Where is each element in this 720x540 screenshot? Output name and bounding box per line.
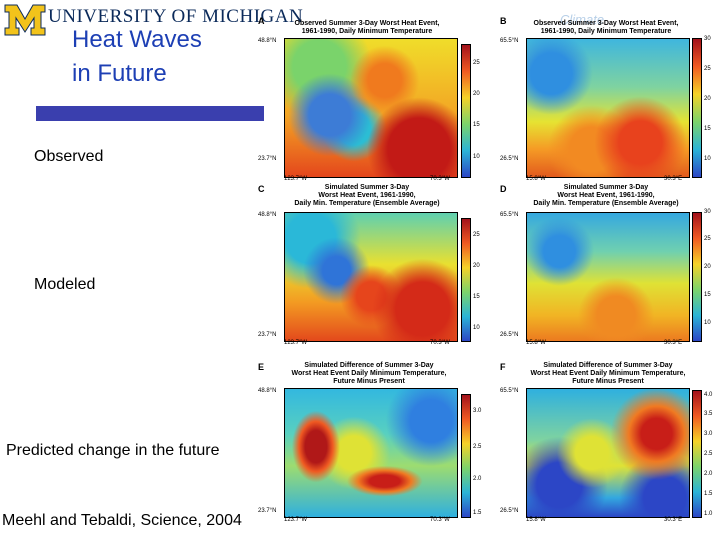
colorbar [461, 218, 471, 342]
colorbar-tick: 20 [704, 96, 711, 102]
colorbar-tick: 2.0 [473, 476, 482, 482]
colorbar-tick: 25 [473, 232, 480, 238]
colorbar-tick: 20 [473, 263, 480, 269]
lon-left-label: 15.8°W [526, 176, 546, 182]
panel-title: Simulated Difference of Summer 3-Day Wors… [530, 362, 686, 385]
colorbar-tick: 15 [473, 122, 480, 128]
colorbar-tick: 1.0 [704, 511, 713, 517]
colorbar-tick: 10 [704, 320, 711, 326]
row-label-predicted: Predicted change in the future [6, 442, 220, 459]
colorbar-tick: 10 [704, 156, 711, 162]
map-panel-d: D Simulated Summer 3-Day Worst Heat Event… [498, 182, 720, 350]
lat-bottom-label: 26.5°N [500, 332, 519, 338]
colorbar-tick: 10 [473, 325, 480, 331]
map-panel-e: E Simulated Difference of Summer 3-Day Wo… [258, 360, 498, 532]
title-divider-bar [36, 106, 264, 121]
heat-map-europe-observed [526, 38, 690, 178]
lat-bottom-label: 23.7°N [258, 508, 277, 514]
partial-header-tag: Climate [560, 12, 605, 27]
colorbar-tick: 3.5 [704, 411, 713, 417]
lon-right-label: 70.3°W [430, 340, 450, 346]
colorbar-tick: 25 [704, 236, 711, 242]
colorbar [692, 212, 702, 342]
lat-bottom-label: 23.7°N [258, 156, 277, 162]
heat-map-us-future-change [284, 388, 458, 518]
colorbar-tick: 25 [473, 60, 480, 66]
lon-right-label: 30.3°E [664, 517, 683, 523]
map-panel-b: B Observed Summer 3-Day Worst Heat Event… [498, 14, 720, 182]
lon-left-label: 123.7°W [284, 340, 308, 346]
colorbar-tick: 1.5 [473, 510, 482, 516]
colorbar-tick: 20 [473, 91, 480, 97]
panel-title: Simulated Summer 3-Day Worst Heat Event, … [533, 184, 679, 207]
lon-left-label: 123.7°W [284, 176, 308, 182]
colorbar-tick: 1.5 [704, 491, 713, 497]
colorbar-tick: 15 [704, 292, 711, 298]
colorbar-tick: 30 [704, 209, 711, 215]
colorbar-tick: 2.5 [473, 444, 482, 450]
lat-bottom-label: 26.5°N [500, 156, 519, 162]
colorbar [692, 390, 702, 518]
university-logo-text: UNIVERSITY OF MICHIGAN [48, 6, 304, 27]
colorbar-tick: 20 [704, 264, 711, 270]
heat-map-us-observed [284, 38, 458, 178]
lat-top-label: 48.8°N [258, 388, 277, 394]
panel-letter: D [500, 184, 507, 194]
colorbar-tick: 2.5 [704, 451, 713, 457]
colorbar-tick: 10 [473, 154, 480, 160]
colorbar-tick: 15 [704, 126, 711, 132]
lon-left-label: 15.8°W [526, 340, 546, 346]
map-panel-f: F Simulated Difference of Summer 3-Day Wo… [498, 360, 720, 532]
panel-letter: A [258, 16, 265, 26]
lon-right-label: 70.3°W [430, 176, 450, 182]
university-logo-m-icon [4, 4, 46, 36]
panel-title: Simulated Summer 3-Day Worst Heat Event, … [294, 184, 440, 207]
lon-right-label: 30.3°E [664, 340, 683, 346]
lat-top-label: 48.8°N [258, 212, 277, 218]
colorbar [692, 38, 702, 178]
panel-title: Observed Summer 3-Day Worst Heat Event, 1… [533, 20, 679, 35]
lat-bottom-label: 23.7°N [258, 332, 277, 338]
colorbar-tick: 4.0 [704, 392, 713, 398]
colorbar [461, 44, 471, 178]
map-panel-c: C Simulated Summer 3-Day Worst Heat Event… [258, 182, 498, 350]
colorbar-tick: 30 [704, 36, 711, 42]
row-label-modeled: Modeled [34, 276, 96, 293]
colorbar-tick: 15 [473, 294, 480, 300]
lat-top-label: 65.5°N [500, 38, 519, 44]
colorbar-tick: 3.0 [473, 408, 482, 414]
panel-letter: B [500, 16, 507, 26]
lon-right-label: 70.3°W [430, 517, 450, 523]
lat-top-label: 48.8°N [258, 38, 277, 44]
heat-map-europe-future-change [526, 388, 690, 518]
citation: Meehl and Tebaldi, Science, 2004 [2, 512, 242, 529]
slide-title-line2: in Future [72, 60, 167, 87]
lat-top-label: 65.5°N [500, 212, 519, 218]
colorbar-tick: 3.0 [704, 431, 713, 437]
panel-letter: F [500, 362, 506, 372]
colorbar-tick: 2.0 [704, 471, 713, 477]
lat-bottom-label: 26.5°N [500, 508, 519, 514]
lat-top-label: 65.5°N [500, 388, 519, 394]
row-label-observed: Observed [34, 148, 104, 165]
panel-title: Simulated Difference of Summer 3-Day Wors… [291, 362, 447, 385]
colorbar [461, 394, 471, 518]
panel-letter: C [258, 184, 265, 194]
lon-left-label: 123.7°W [284, 517, 308, 523]
map-panel-a: A Observed Summer 3-Day Worst Heat Event… [258, 14, 498, 182]
lon-left-label: 15.8°W [526, 517, 546, 523]
colorbar-tick: 25 [704, 66, 711, 72]
heat-map-europe-modeled [526, 212, 690, 342]
heat-map-us-modeled [284, 212, 458, 342]
lon-right-label: 30.3°E [664, 176, 683, 182]
slide-title-line1: Heat Waves [72, 26, 202, 53]
panel-letter: E [258, 362, 265, 372]
panel-title: Observed Summer 3-Day Worst Heat Event, 1… [294, 20, 440, 35]
